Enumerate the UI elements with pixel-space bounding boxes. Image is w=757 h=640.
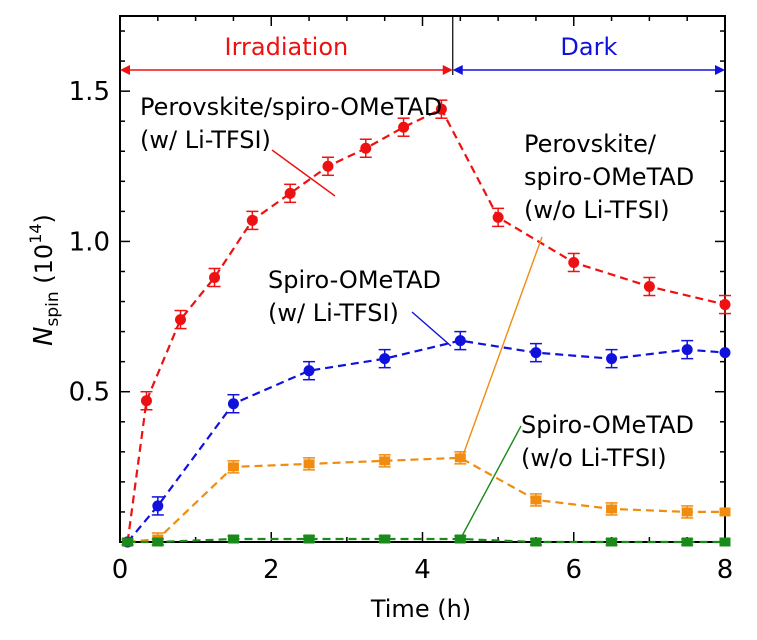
phase-arrowhead-right xyxy=(442,65,453,75)
data-point xyxy=(435,103,447,115)
data-point xyxy=(303,459,315,469)
y-axis-title-unit: (10 xyxy=(30,244,58,292)
data-point xyxy=(568,256,580,268)
annotation-line: Perovskite/ xyxy=(524,130,657,158)
data-point xyxy=(454,453,466,463)
data-point xyxy=(379,534,391,544)
annotation-line: (w/ Li-TFSI) xyxy=(268,299,399,327)
x-tick-label: 0 xyxy=(112,555,129,585)
annotation-line: (w/o Li-TFSI) xyxy=(521,444,667,472)
y-tick-label: 0.5 xyxy=(69,378,110,408)
data-point xyxy=(322,160,334,172)
data-point xyxy=(530,495,542,505)
phase-label: Irradiation xyxy=(225,33,349,61)
data-point xyxy=(246,214,258,226)
phase-arrowhead-left xyxy=(120,65,130,75)
data-point xyxy=(492,211,504,223)
x-axis-title: Time (h) xyxy=(370,595,471,623)
data-point xyxy=(303,534,315,544)
annotation-line: (w/ Li-TFSI) xyxy=(140,126,271,154)
data-point xyxy=(152,500,164,512)
data-point xyxy=(379,353,391,365)
y-tick-label: 1.0 xyxy=(69,227,110,257)
data-point xyxy=(398,121,410,133)
series-annotations: Perovskite/spiro-OMeTAD (w/ Li-TFSI)Spiro… xyxy=(140,93,694,472)
annotation-line: Perovskite/spiro-OMeTAD xyxy=(140,93,442,121)
series-spiro-wo xyxy=(122,534,731,547)
data-point xyxy=(454,534,466,544)
data-point xyxy=(284,187,296,199)
data-point xyxy=(152,537,164,547)
series-line xyxy=(126,107,726,543)
data-point xyxy=(227,534,239,544)
data-point xyxy=(227,462,239,472)
annotation-spiro-wo: Spiro-OMeTAD (w/o Li-TFSI) xyxy=(521,411,694,472)
annotation-perov-w: Perovskite/spiro-OMeTAD (w/ Li-TFSI) xyxy=(140,93,442,154)
series-layer xyxy=(121,99,731,548)
data-point xyxy=(681,537,693,547)
series-spiro-w xyxy=(121,330,731,548)
series-line xyxy=(127,456,725,544)
series-perov-w xyxy=(121,99,731,548)
data-point xyxy=(530,537,542,547)
data-point xyxy=(175,314,186,326)
x-tick-label: 2 xyxy=(263,555,280,585)
data-point xyxy=(227,398,239,410)
data-point xyxy=(681,507,693,517)
annotation-line: Spiro-OMeTAD xyxy=(268,266,441,294)
y-axis-title-close: ) xyxy=(30,214,58,223)
data-point xyxy=(140,395,152,407)
leader-lines xyxy=(271,149,543,537)
data-point xyxy=(719,299,731,311)
x-tick-label: 6 xyxy=(565,555,582,585)
data-point xyxy=(454,335,466,347)
y-axis-title-exponent: 14 xyxy=(26,223,45,243)
data-point xyxy=(606,504,618,514)
data-point xyxy=(606,353,618,365)
y-tick-label: 1.5 xyxy=(69,77,110,107)
data-point xyxy=(719,537,731,547)
leader-line-spiro-wo xyxy=(461,425,522,537)
x-tick-label: 4 xyxy=(414,555,431,585)
data-point xyxy=(719,507,731,517)
annotation-perov-wo: Perovskite/spiro-OMeTAD (w/o Li-TFSI) xyxy=(524,130,694,224)
annotation-line: spiro-OMeTAD xyxy=(524,163,694,191)
phase-arrowhead-right xyxy=(715,65,725,75)
data-point xyxy=(360,142,372,154)
y-axis-title: Nspin (1014) xyxy=(26,214,63,346)
data-point xyxy=(379,456,391,466)
data-point xyxy=(606,537,618,547)
phase-arrowhead-left xyxy=(452,65,463,75)
data-point xyxy=(643,281,655,293)
y-axis-title-sub: spin xyxy=(43,291,63,326)
series-line xyxy=(127,537,725,544)
annotation-line: Spiro-OMeTAD xyxy=(521,411,694,439)
annotation-line: (w/o Li-TFSI) xyxy=(524,196,670,224)
leader-line-perov-wo xyxy=(461,236,543,459)
annotation-spiro-w: Spiro-OMeTAD (w/ Li-TFSI) xyxy=(268,266,441,327)
x-tick-label: 8 xyxy=(717,555,734,585)
axis-ticks xyxy=(119,16,726,542)
leader-line-spiro-w xyxy=(411,311,452,347)
data-point xyxy=(530,347,542,359)
series-line xyxy=(126,339,726,543)
data-point xyxy=(303,365,315,377)
y-axis-title-main: N xyxy=(29,326,59,345)
phase-arrows: Irradiation Dark xyxy=(120,16,725,75)
tick-labels: 0 2 4 6 8 0.5 1.0 1.5 xyxy=(69,77,734,585)
leader-line-perov-w xyxy=(271,149,336,197)
data-point xyxy=(122,537,134,547)
data-point xyxy=(209,271,221,283)
data-point xyxy=(719,347,731,359)
phase-label: Dark xyxy=(560,33,617,61)
data-point xyxy=(681,344,693,356)
